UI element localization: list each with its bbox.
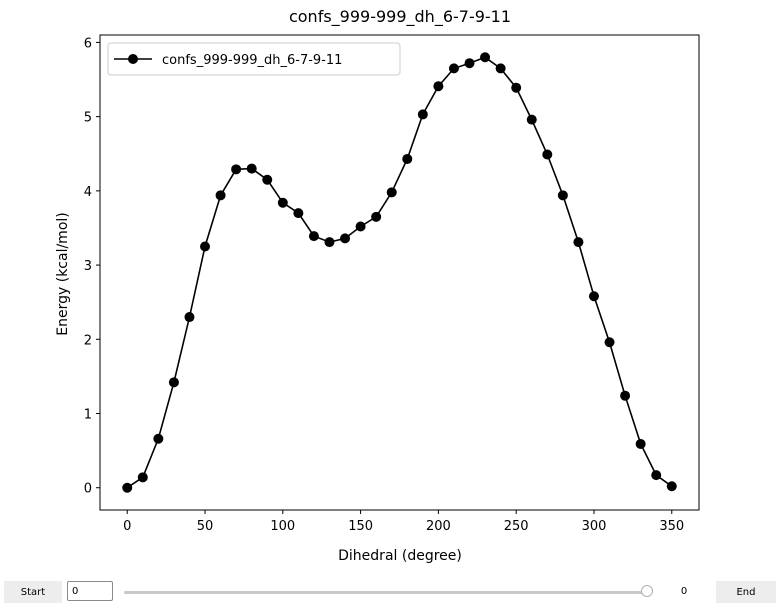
x-axis-label: Dihedral (degree) — [338, 548, 462, 564]
data-point — [542, 149, 553, 160]
data-point — [293, 208, 304, 219]
data-point — [651, 470, 662, 481]
series-points — [122, 52, 677, 493]
frame-slider-track[interactable] — [124, 591, 648, 594]
x-tick-label: 150 — [348, 519, 373, 534]
data-point — [231, 164, 242, 175]
frame-slider-thumb[interactable] — [641, 585, 653, 597]
data-point — [122, 482, 133, 493]
data-point — [433, 81, 444, 92]
chart-title: confs_999-999_dh_6-7-9-11 — [289, 7, 511, 27]
start-button[interactable]: Start — [4, 581, 62, 603]
x-tick-label: 100 — [270, 519, 295, 534]
y-tick-label: 3 — [84, 259, 92, 274]
y-tick-label: 5 — [84, 111, 92, 126]
data-point — [480, 52, 491, 63]
legend-point-marker — [128, 54, 138, 64]
data-point — [215, 190, 226, 201]
x-tick-label: 250 — [504, 519, 529, 534]
data-point — [666, 481, 677, 492]
legend-box — [107, 42, 401, 76]
x-tick-label: 50 — [197, 519, 214, 534]
series-line — [126, 56, 673, 489]
slider-value: 0 — [680, 586, 688, 597]
x-tick-label: 300 — [582, 519, 607, 534]
x-tick-label: 0 — [123, 519, 131, 534]
y-axis-ticks: 0 1 2 3 4 5 6 — [84, 36, 100, 497]
data-point — [200, 241, 211, 252]
end-button[interactable]: End — [716, 581, 776, 603]
data-point — [184, 312, 195, 323]
data-point — [324, 237, 335, 248]
y-tick-label: 2 — [84, 333, 92, 348]
dihedral-energy-chart: 0 50 100 150 200 250 300 350 0 1 2 3 4 5 6 confs_999-… — [55, 7, 700, 564]
data-point — [340, 233, 351, 244]
animation-controls: Start 0 End — [0, 576, 780, 610]
plot-area — [99, 34, 700, 511]
data-point — [448, 63, 459, 74]
data-point — [557, 190, 568, 201]
data-point — [386, 187, 397, 198]
y-tick-label: 0 — [84, 482, 92, 497]
data-point — [495, 63, 506, 74]
legend-entry-label: confs_999-999_dh_6-7-9-11 — [162, 53, 342, 68]
data-point — [620, 390, 631, 401]
data-point — [573, 237, 584, 248]
x-axis-ticks: 0 50 100 150 200 250 300 350 — [123, 510, 684, 534]
data-point — [246, 163, 257, 174]
data-point — [355, 221, 366, 232]
start-frame-input[interactable] — [67, 581, 113, 601]
data-point — [262, 174, 273, 185]
y-tick-label: 6 — [84, 36, 92, 51]
data-point — [417, 109, 428, 120]
data-point — [588, 291, 599, 302]
y-axis-label: Energy (kcal/mol) — [55, 212, 71, 335]
data-point — [402, 153, 413, 164]
data-point — [604, 337, 615, 348]
data-point — [277, 197, 288, 208]
data-point — [153, 433, 164, 444]
data-point — [526, 114, 537, 125]
legend: confs_999-999_dh_6-7-9-11 — [107, 42, 401, 76]
data-point — [371, 211, 382, 222]
y-tick-label: 1 — [84, 408, 92, 423]
data-point — [168, 377, 179, 388]
data-point — [308, 231, 319, 242]
data-point — [464, 58, 475, 69]
data-point — [511, 82, 522, 93]
data-point — [137, 472, 148, 483]
data-point — [635, 438, 646, 449]
x-tick-label: 350 — [659, 519, 684, 534]
x-tick-label: 200 — [426, 519, 451, 534]
y-tick-label: 4 — [84, 185, 92, 200]
